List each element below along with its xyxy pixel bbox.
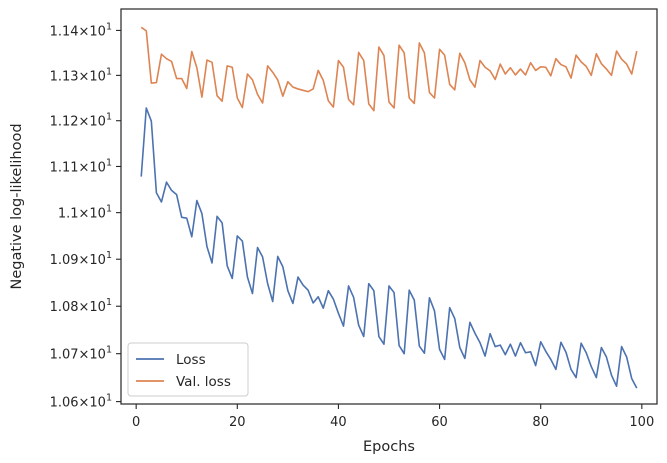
legend: Loss Val. loss [127, 342, 249, 397]
y-tick-label: 1.08×101 [50, 297, 112, 315]
legend-label-loss: Loss [176, 352, 206, 368]
y-tick-label: 1.1×101 [58, 204, 112, 222]
y-tick-label: 1.06×101 [50, 393, 112, 411]
x-tick-label: 60 [431, 415, 448, 430]
x-tick-label: 20 [229, 415, 246, 430]
x-tick-label: 100 [629, 415, 654, 430]
x-tick-label: 80 [532, 415, 549, 430]
y-tick-label: 1.11×101 [50, 157, 112, 175]
y-tick-label: 1.12×101 [50, 112, 112, 130]
y-tick-label: 1.13×101 [50, 66, 112, 84]
y-axis: 1.06×101 1.07×101 1.08×101 1.09×101 1.1×101 1… [50, 21, 121, 411]
x-tick-label: 0 [132, 415, 140, 430]
series-line-loss [140, 107, 638, 389]
legend-label-val-loss: Val. loss [176, 374, 231, 390]
series-layer [140, 26, 638, 389]
y-axis-title: Negative log-likelihood [9, 123, 25, 289]
y-tick-label: 1.14×101 [50, 21, 112, 39]
plot-area [120, 8, 658, 405]
x-tick-label: 40 [330, 415, 347, 430]
y-tick-label: 1.09×101 [50, 250, 112, 268]
legend-frame [127, 342, 249, 397]
series-line-val-loss [140, 26, 638, 112]
x-axis: 0 20 40 60 80 100 [132, 404, 654, 430]
y-tick-label: 1.07×101 [50, 345, 112, 363]
x-axis-title: Epochs [363, 439, 415, 455]
